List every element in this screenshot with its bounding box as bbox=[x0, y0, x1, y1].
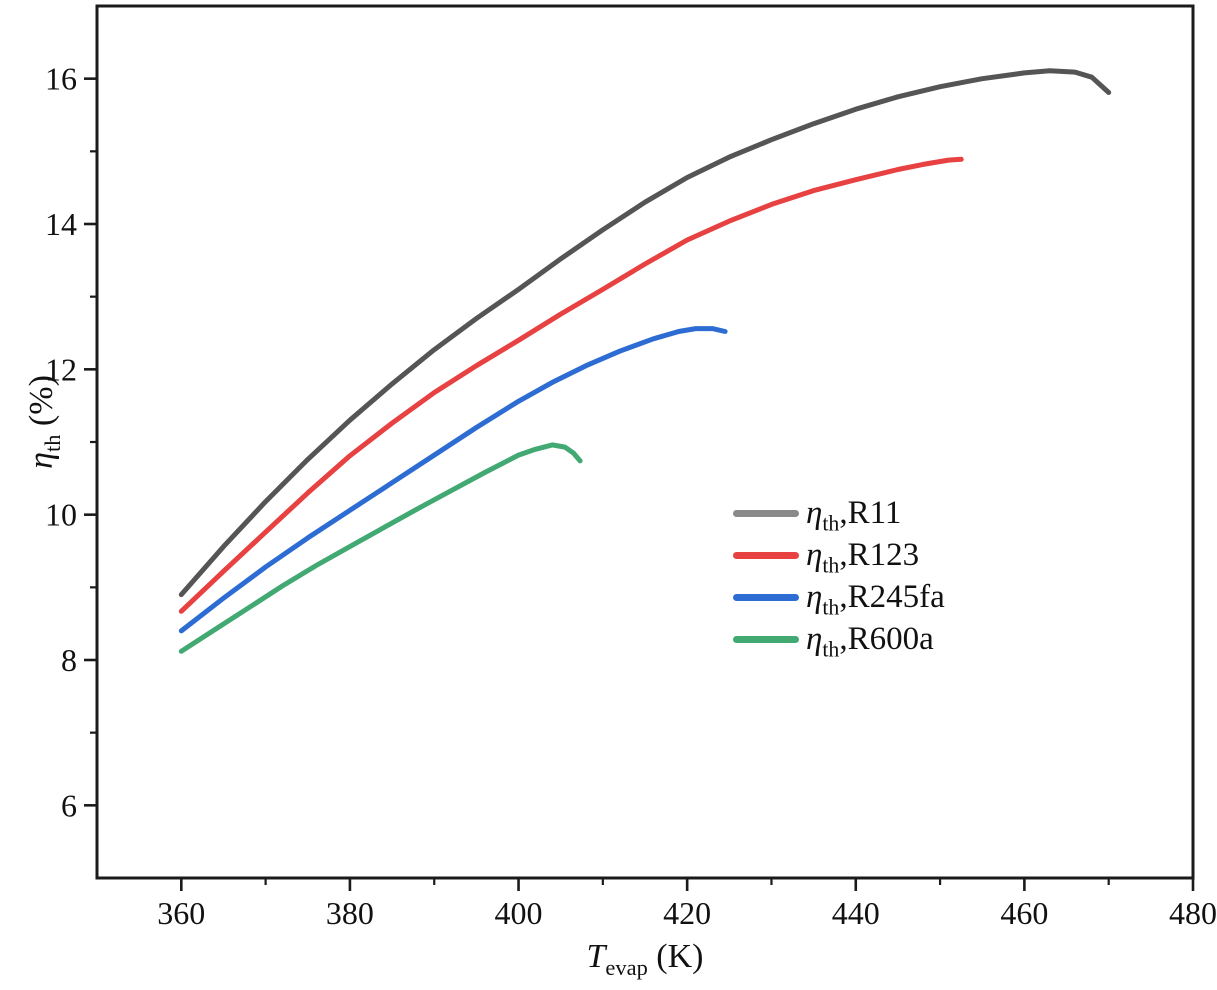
legend-line-swatch bbox=[733, 551, 799, 559]
x-tick-label: 400 bbox=[495, 895, 543, 931]
curve-r245fa bbox=[178, 326, 728, 634]
legend-series-name: ,R123 bbox=[839, 536, 920, 573]
y-tick-label: 6 bbox=[61, 787, 77, 823]
y-tick-label: 14 bbox=[45, 206, 77, 242]
legend-item-r600a: ηth,R600a bbox=[733, 618, 945, 660]
x-axis-title: Tevap (K) bbox=[586, 938, 704, 979]
legend-label: ηth,R600a bbox=[806, 620, 934, 662]
x-tick-label: 380 bbox=[326, 895, 374, 931]
legend-line-swatch bbox=[733, 509, 799, 517]
x-tick-label: 440 bbox=[832, 895, 880, 931]
legend-series-name: ,R11 bbox=[839, 494, 902, 531]
y-axis-subscript: th bbox=[39, 434, 65, 453]
x-axis-symbol: T bbox=[586, 938, 606, 975]
legend-item-r123: ηth,R123 bbox=[733, 534, 945, 576]
x-tick-label: 360 bbox=[157, 895, 205, 931]
y-axis-symbol: η bbox=[23, 452, 60, 469]
legend-eta-symbol: η bbox=[806, 578, 823, 615]
x-axis-unit: (K) bbox=[647, 938, 704, 975]
legend: ηth,R11 ηth,R123 ηth,R245fa ηth,R600a bbox=[733, 492, 945, 660]
legend-eta-symbol: η bbox=[806, 494, 823, 531]
legend-line-swatch bbox=[733, 593, 799, 601]
legend-series-name: ,R245fa bbox=[839, 578, 945, 615]
y-tick-label: 16 bbox=[45, 61, 77, 97]
x-tick-label: 460 bbox=[1000, 895, 1048, 931]
x-axis-subscript: evap bbox=[605, 954, 648, 980]
legend-subscript: th bbox=[822, 637, 840, 662]
legend-eta-symbol: η bbox=[806, 620, 823, 657]
y-axis-title: ηth (%) bbox=[23, 375, 65, 469]
legend-series-name: ,R600a bbox=[839, 620, 934, 657]
y-tick-label: 8 bbox=[61, 642, 77, 678]
legend-eta-symbol: η bbox=[806, 536, 823, 573]
legend-subscript: th bbox=[822, 553, 840, 578]
legend-label: ηth,R245fa bbox=[806, 578, 945, 620]
curve-r600a bbox=[178, 442, 583, 654]
y-tick-label: 10 bbox=[45, 497, 77, 533]
legend-item-r245fa: ηth,R245fa bbox=[733, 576, 945, 618]
y-axis-unit: (%) bbox=[23, 375, 60, 435]
legend-subscript: th bbox=[822, 595, 840, 620]
legend-label: ηth,R11 bbox=[806, 494, 902, 536]
x-tick-label: 480 bbox=[1169, 895, 1217, 931]
curve-r11 bbox=[178, 68, 1112, 598]
plot-frame bbox=[95, 4, 1195, 880]
legend-label: ηth,R123 bbox=[806, 536, 920, 578]
legend-subscript: th bbox=[822, 511, 840, 536]
curve-r123 bbox=[178, 156, 964, 614]
legend-line-swatch bbox=[733, 635, 799, 643]
y-tick-label: 12 bbox=[45, 351, 77, 387]
x-tick-label: 420 bbox=[663, 895, 711, 931]
legend-item-r11: ηth,R11 bbox=[733, 492, 945, 534]
